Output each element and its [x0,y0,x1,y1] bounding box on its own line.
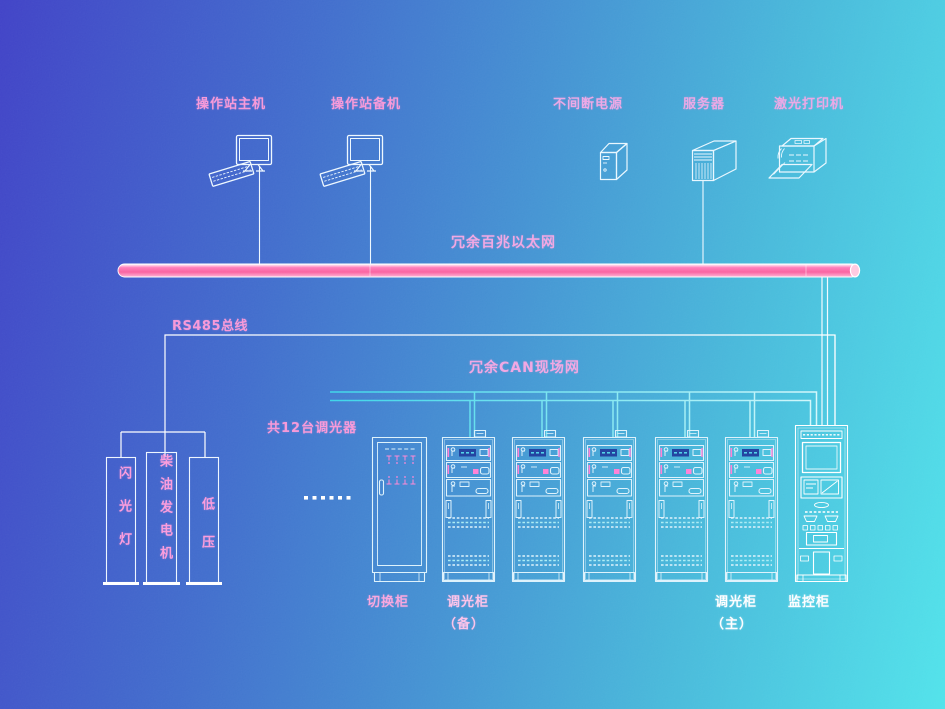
label-rs485-bus: RS485总线 [172,319,249,334]
label-ethernet-bus: 冗余百兆以太网 [451,235,556,251]
label-dimmer-cabinet-backup: 调光柜 [447,595,490,610]
label-can-bus: 冗余CAN现场网 [469,360,580,376]
label-ups: 不间断电源 [553,97,624,112]
label-server: 服务器 [683,97,726,112]
label-dimmer-count: 共12台调光器 [267,421,358,436]
label-workstation-backup: 操作站备机 [331,97,402,112]
label-switch-cabinet: 切换柜 [367,595,410,610]
label-diesel-generator: 柴油发电机 [157,454,172,569]
label-flash-light: 闪光灯 [116,466,131,565]
label-workstation-main: 操作站主机 [196,97,267,112]
label-printer: 激光打印机 [774,97,845,112]
label-dimmer-cabinet-main: 调光柜 [715,595,758,610]
label-monitor-cabinet: 监控柜 [788,595,831,610]
label-low-voltage: 低压 [199,497,214,573]
label-dimmer-cabinet-main-sub: （主） [711,617,754,632]
label-dimmer-cabinet-backup-sub: （备） [443,617,486,632]
